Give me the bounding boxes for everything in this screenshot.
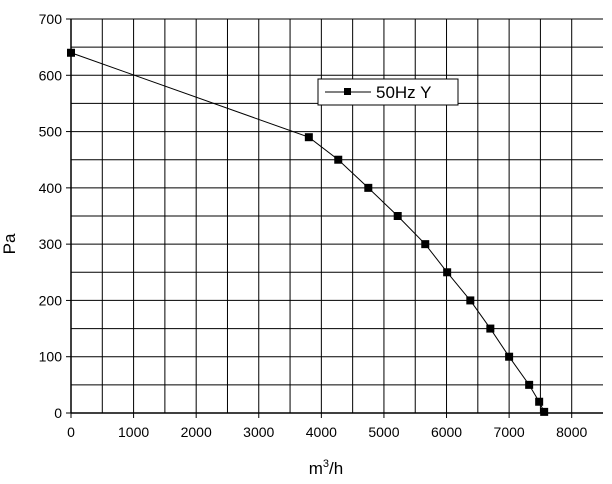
x-axis-title: m3/h xyxy=(309,458,343,478)
data-point xyxy=(421,240,430,249)
grid xyxy=(71,18,603,413)
x-tick-label: 6000 xyxy=(431,424,462,440)
x-tick-label: 8000 xyxy=(556,424,587,440)
data-point xyxy=(393,212,402,220)
legend-box xyxy=(317,78,459,106)
x-tick-label: 5000 xyxy=(368,424,399,440)
axes xyxy=(70,19,603,414)
data-point xyxy=(486,324,495,333)
data-point xyxy=(364,183,373,192)
y-tick-label: 700 xyxy=(39,11,63,27)
x-tick-label: 3000 xyxy=(243,424,274,440)
x-tick-label: 7000 xyxy=(494,424,525,440)
x-tick-label: 0 xyxy=(67,424,75,440)
y-tick-label: 0 xyxy=(54,405,62,421)
legend-marker xyxy=(344,88,351,95)
y-tick-label: 200 xyxy=(39,292,63,308)
data-point xyxy=(443,268,452,277)
x-tick-label: 4000 xyxy=(306,424,337,440)
data-point xyxy=(304,133,313,142)
y-tick-label: 400 xyxy=(39,180,63,196)
x-tick-label: 2000 xyxy=(181,424,212,440)
data-point xyxy=(540,407,549,416)
y-tick-label: 600 xyxy=(39,67,63,83)
y-tick-label: 500 xyxy=(39,124,63,140)
y-tick-label: 300 xyxy=(39,236,63,252)
data-point xyxy=(334,155,343,164)
tick-labels: 0 1000 2000 3000 4000 5000 6000 7000 8000 0 100 200… xyxy=(39,11,588,440)
legend-label: 50Hz Y xyxy=(376,83,431,102)
y-axis-title: Pa xyxy=(0,233,19,254)
data-point xyxy=(505,352,514,361)
series-line xyxy=(70,52,545,413)
data-point xyxy=(67,48,75,57)
y-tick-label: 100 xyxy=(39,349,63,365)
x-tick-label: 1000 xyxy=(118,424,149,440)
data-point xyxy=(525,380,534,389)
data-point xyxy=(466,296,475,305)
data-point xyxy=(535,397,544,406)
legend: 50Hz Y xyxy=(317,78,459,106)
series-layer xyxy=(67,48,549,416)
